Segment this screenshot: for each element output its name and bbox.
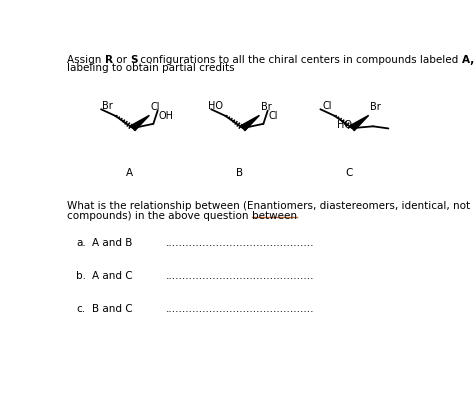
Polygon shape <box>241 115 259 131</box>
Text: Cl: Cl <box>268 112 278 121</box>
Text: A, B: A, B <box>462 55 474 65</box>
Text: B and C: B and C <box>92 305 132 314</box>
Text: ............................................: ........................................… <box>166 238 315 248</box>
Text: S: S <box>130 55 137 65</box>
Text: ............................................: ........................................… <box>166 305 315 314</box>
Polygon shape <box>131 115 149 131</box>
Text: OH: OH <box>158 112 173 121</box>
Text: Br: Br <box>370 102 381 112</box>
Text: Assign: Assign <box>67 55 105 65</box>
Text: R: R <box>105 55 113 65</box>
Text: A and C: A and C <box>92 271 132 281</box>
Text: Br: Br <box>102 101 113 111</box>
Text: labeling to obtain partial credits: labeling to obtain partial credits <box>67 63 235 73</box>
Text: or: or <box>113 55 130 65</box>
Text: compounds) in the above question: compounds) in the above question <box>67 210 252 221</box>
Text: HO: HO <box>208 101 223 111</box>
Text: A: A <box>126 168 133 178</box>
Text: HO: HO <box>337 121 352 130</box>
Text: What is the relationship between (Enantiomers, diastereomers, identical, not ste: What is the relationship between (Enanti… <box>67 201 474 211</box>
Text: A and B: A and B <box>92 238 132 248</box>
Text: ............................................: ........................................… <box>166 271 315 281</box>
Text: c.: c. <box>76 305 85 314</box>
Text: a.: a. <box>76 238 86 248</box>
Text: Cl: Cl <box>323 101 332 111</box>
Polygon shape <box>350 115 369 131</box>
Text: between: between <box>252 210 297 221</box>
Text: C: C <box>346 168 353 178</box>
Text: Br: Br <box>261 102 272 112</box>
Text: configurations to all the chiral centers in compounds labeled: configurations to all the chiral centers… <box>137 55 462 65</box>
Text: Cl: Cl <box>151 102 160 112</box>
Text: b.: b. <box>76 271 86 281</box>
Text: B: B <box>236 168 243 178</box>
